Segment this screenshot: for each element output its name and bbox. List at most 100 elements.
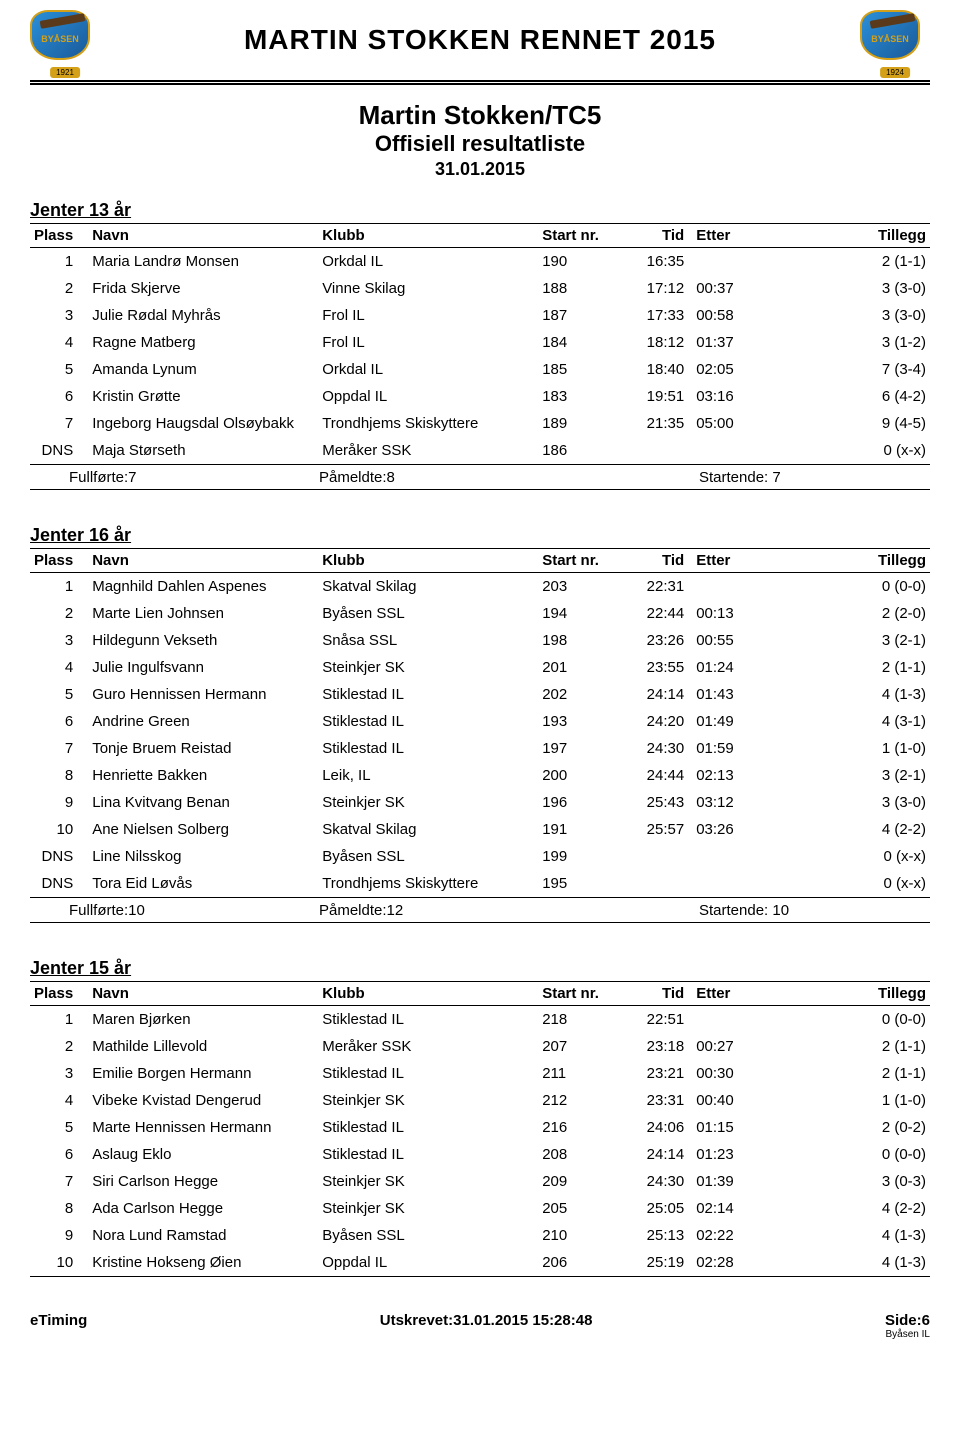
cell-etter: 00:13	[688, 600, 758, 627]
cell-navn: Julie Rødal Myhrås	[88, 302, 318, 329]
cell-plass: 6	[30, 1141, 88, 1168]
cell-klubb: Byåsen SSL	[318, 843, 538, 870]
table-row: 5 Amanda Lynum Orkdal IL 185 18:40 02:05…	[30, 356, 930, 383]
table-row: 6 Andrine Green Stiklestad IL 193 24:20 …	[30, 708, 930, 735]
cell-etter: 05:00	[688, 410, 758, 437]
col-klubb: Klubb	[318, 224, 538, 248]
cell-klubb: Skatval Skilag	[318, 573, 538, 601]
cell-klubb: Stiklestad IL	[318, 681, 538, 708]
cell-klubb: Orkdal IL	[318, 356, 538, 383]
cell-start: 199	[538, 843, 618, 870]
cell-plass: 2	[30, 600, 88, 627]
cell-klubb: Orkdal IL	[318, 248, 538, 276]
cell-tid: 25:13	[618, 1222, 688, 1249]
table-row: 5 Marte Hennissen Hermann Stiklestad IL …	[30, 1114, 930, 1141]
result-table: Plass Navn Klubb Start nr. Tid Etter Til…	[30, 981, 930, 1277]
cell-plass: 2	[30, 275, 88, 302]
cell-tid: 24:30	[618, 735, 688, 762]
cell-plass: 5	[30, 681, 88, 708]
table-row: DNS Maja Størseth Meråker SSK 186 0 (x-x…	[30, 437, 930, 465]
heading-line3: 31.01.2015	[30, 159, 930, 180]
col-klubb: Klubb	[318, 982, 538, 1006]
cell-tid: 22:51	[618, 1006, 688, 1034]
col-tillegg: Tillegg	[758, 549, 930, 573]
footer-left: eTiming	[30, 1312, 87, 1340]
footer-right: Side:6 Byåsen IL	[885, 1312, 930, 1340]
result-group: Jenter 13 år Plass Navn Klubb Start nr. …	[30, 200, 930, 490]
cell-tillegg: 0 (0-0)	[758, 1141, 930, 1168]
cell-etter: 00:27	[688, 1033, 758, 1060]
table-row: 4 Ragne Matberg Frol IL 184 18:12 01:37 …	[30, 329, 930, 356]
cell-navn: Aslaug Eklo	[88, 1141, 318, 1168]
cell-tillegg: 2 (0-2)	[758, 1114, 930, 1141]
cell-navn: Emilie Borgen Hermann	[88, 1060, 318, 1087]
cell-etter: 00:58	[688, 302, 758, 329]
cell-tid: 18:40	[618, 356, 688, 383]
summary-startende: Startende: 7	[619, 469, 926, 486]
cell-tid: 24:44	[618, 762, 688, 789]
cell-navn: Siri Carlson Hegge	[88, 1168, 318, 1195]
table-row: DNS Line Nilsskog Byåsen SSL 199 0 (x-x)	[30, 843, 930, 870]
cell-navn: Mathilde Lillevold	[88, 1033, 318, 1060]
cell-tid: 24:14	[618, 681, 688, 708]
cell-tillegg: 3 (1-2)	[758, 329, 930, 356]
cell-tillegg: 4 (1-3)	[758, 1222, 930, 1249]
table-row: 3 Emilie Borgen Hermann Stiklestad IL 21…	[30, 1060, 930, 1087]
logo-left: BYÅSEN 1921	[30, 10, 100, 70]
cell-start: 196	[538, 789, 618, 816]
heading-line1: Martin Stokken/TC5	[30, 100, 930, 131]
summary-fullforte: Fullførte:10	[34, 902, 319, 919]
cell-plass: 7	[30, 1168, 88, 1195]
cell-klubb: Vinne Skilag	[318, 275, 538, 302]
cell-tillegg: 3 (0-3)	[758, 1168, 930, 1195]
page-footer: eTiming Utskrevet:31.01.2015 15:28:48 Si…	[30, 1312, 930, 1340]
cell-tillegg: 3 (2-1)	[758, 762, 930, 789]
cell-navn: Guro Hennissen Hermann	[88, 681, 318, 708]
cell-plass: 4	[30, 329, 88, 356]
cell-navn: Amanda Lynum	[88, 356, 318, 383]
cell-start: 205	[538, 1195, 618, 1222]
cell-klubb: Frol IL	[318, 329, 538, 356]
cell-etter: 01:23	[688, 1141, 758, 1168]
cell-navn: Line Nilsskog	[88, 843, 318, 870]
cell-klubb: Trondhjems Skiskyttere	[318, 870, 538, 898]
col-navn: Navn	[88, 224, 318, 248]
cell-tid: 25:43	[618, 789, 688, 816]
cell-klubb: Meråker SSK	[318, 1033, 538, 1060]
cell-etter	[688, 1006, 758, 1034]
cell-tid: 25:19	[618, 1249, 688, 1277]
cell-etter: 03:16	[688, 383, 758, 410]
logo-year-right: 1924	[880, 67, 910, 78]
cell-tillegg: 1 (1-0)	[758, 735, 930, 762]
col-tid: Tid	[618, 982, 688, 1006]
cell-tillegg: 2 (2-0)	[758, 600, 930, 627]
cell-plass: 3	[30, 1060, 88, 1087]
cell-etter	[688, 248, 758, 276]
cell-klubb: Leik, IL	[318, 762, 538, 789]
cell-klubb: Steinkjer SK	[318, 789, 538, 816]
logo-label: BYÅSEN	[41, 34, 79, 44]
table-row: 2 Frida Skjerve Vinne Skilag 188 17:12 0…	[30, 275, 930, 302]
cell-tillegg: 7 (3-4)	[758, 356, 930, 383]
cell-start: 212	[538, 1087, 618, 1114]
summary-row: Fullførte:10 Påmeldte:12 Startende: 10	[30, 898, 930, 923]
cell-klubb: Oppdal IL	[318, 1249, 538, 1277]
col-start: Start nr.	[538, 549, 618, 573]
cell-tid: 23:26	[618, 627, 688, 654]
cell-etter: 03:26	[688, 816, 758, 843]
cell-navn: Frida Skjerve	[88, 275, 318, 302]
col-tillegg: Tillegg	[758, 224, 930, 248]
cell-tid: 18:12	[618, 329, 688, 356]
cell-klubb: Stiklestad IL	[318, 1114, 538, 1141]
table-row: 4 Julie Ingulfsvann Steinkjer SK 201 23:…	[30, 654, 930, 681]
cell-plass: 8	[30, 1195, 88, 1222]
cell-klubb: Byåsen SSL	[318, 1222, 538, 1249]
cell-navn: Ragne Matberg	[88, 329, 318, 356]
table-row: 7 Tonje Bruem Reistad Stiklestad IL 197 …	[30, 735, 930, 762]
cell-etter: 01:24	[688, 654, 758, 681]
table-row: 9 Nora Lund Ramstad Byåsen SSL 210 25:13…	[30, 1222, 930, 1249]
cell-tillegg: 0 (x-x)	[758, 437, 930, 465]
cell-start: 190	[538, 248, 618, 276]
cell-tid	[618, 870, 688, 898]
cell-plass: 3	[30, 627, 88, 654]
